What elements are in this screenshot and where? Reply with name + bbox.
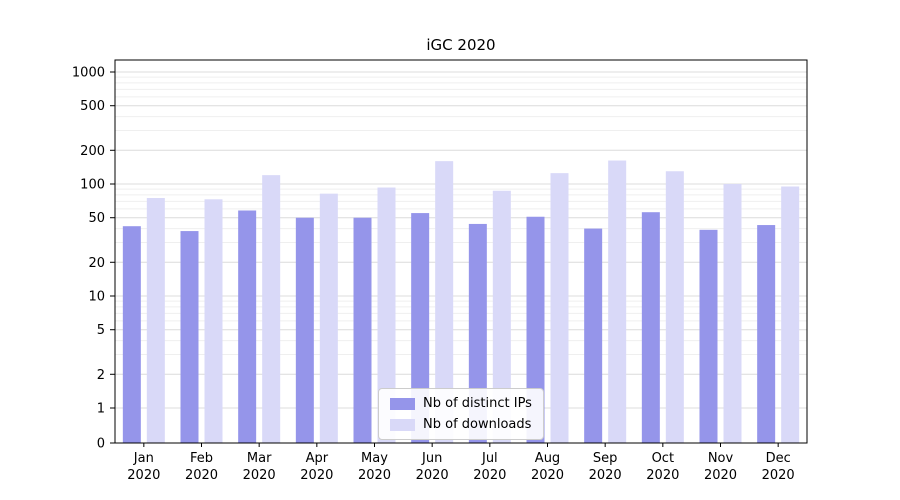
- x-tick-year-label: 2020: [646, 468, 679, 483]
- y-tick-label: 1: [97, 402, 105, 417]
- x-tick-label: Nov: [708, 451, 734, 466]
- bar-distinct-ips: [411, 213, 430, 443]
- bar-distinct-ips: [238, 210, 257, 443]
- x-tick-label: Aug: [535, 451, 560, 466]
- y-tick-label: 20: [88, 256, 105, 271]
- x-tick-label: Sep: [593, 451, 618, 466]
- chart-title: iGC 2020: [426, 36, 496, 54]
- bar-downloads: [319, 193, 338, 443]
- x-tick-label: Mar: [247, 451, 272, 466]
- y-tick-label: 200: [80, 144, 105, 159]
- y-tick-label: 500: [80, 99, 105, 114]
- legend-item-downloads: Nb of downloads: [390, 417, 532, 432]
- legend-swatch-distinct-ips: [390, 397, 415, 410]
- x-tick-year-label: 2020: [762, 468, 795, 483]
- y-tick-label: 2: [97, 368, 105, 383]
- y-tick-label: 10: [88, 290, 105, 305]
- bar-downloads: [492, 190, 511, 443]
- y-tick-label: 0: [97, 437, 105, 452]
- bar-distinct-ips: [526, 216, 545, 443]
- bar-distinct-ips: [295, 217, 314, 443]
- bar-distinct-ips: [699, 229, 718, 443]
- y-tick-label: 1000: [72, 66, 105, 81]
- bar-distinct-ips: [122, 226, 141, 443]
- bar-downloads: [204, 199, 223, 443]
- bar-downloads: [262, 175, 281, 443]
- x-tick-label: Feb: [190, 451, 213, 466]
- x-tick-label: Jan: [133, 451, 154, 466]
- x-tick-year-label: 2020: [416, 468, 449, 483]
- x-tick-year-label: 2020: [473, 468, 506, 483]
- y-tick-label: 50: [88, 211, 105, 226]
- legend-label-distinct-ips: Nb of distinct IPs: [423, 396, 532, 411]
- bar-downloads: [146, 197, 165, 443]
- x-tick-year-label: 2020: [531, 468, 564, 483]
- bar-downloads: [723, 184, 742, 443]
- y-tick-label: 5: [97, 323, 105, 338]
- x-tick-label: Apr: [306, 451, 329, 466]
- legend-swatch-downloads: [390, 418, 415, 431]
- x-tick-year-label: 2020: [185, 468, 218, 483]
- bar-distinct-ips: [353, 217, 372, 443]
- x-tick-label: Oct: [652, 451, 674, 466]
- bar-downloads: [377, 187, 396, 443]
- bar-distinct-ips: [641, 212, 660, 443]
- bar-distinct-ips: [180, 231, 199, 443]
- x-tick-year-label: 2020: [127, 468, 160, 483]
- x-tick-label: Dec: [766, 451, 791, 466]
- bar-distinct-ips: [757, 225, 776, 443]
- plot-border: [114, 59, 808, 444]
- bar-distinct-ips: [584, 228, 603, 443]
- x-tick-year-label: 2020: [589, 468, 622, 483]
- y-tick-label: 100: [80, 178, 105, 193]
- bar-downloads: [550, 173, 569, 444]
- bar-downloads: [665, 171, 684, 443]
- x-tick-label: Jun: [421, 451, 442, 466]
- legend: Nb of distinct IPs Nb of downloads: [378, 388, 544, 440]
- x-tick-label: May: [361, 451, 388, 466]
- x-tick-year-label: 2020: [243, 468, 276, 483]
- legend-label-downloads: Nb of downloads: [423, 417, 532, 432]
- x-tick-year-label: 2020: [704, 468, 737, 483]
- x-tick-year-label: 2020: [358, 468, 391, 483]
- x-tick-label: Jul: [481, 451, 498, 466]
- bar-downloads: [608, 160, 627, 444]
- legend-item-distinct-ips: Nb of distinct IPs: [390, 396, 532, 411]
- bar-downloads: [435, 161, 454, 444]
- bar-downloads: [781, 186, 800, 444]
- x-tick-year-label: 2020: [300, 468, 333, 483]
